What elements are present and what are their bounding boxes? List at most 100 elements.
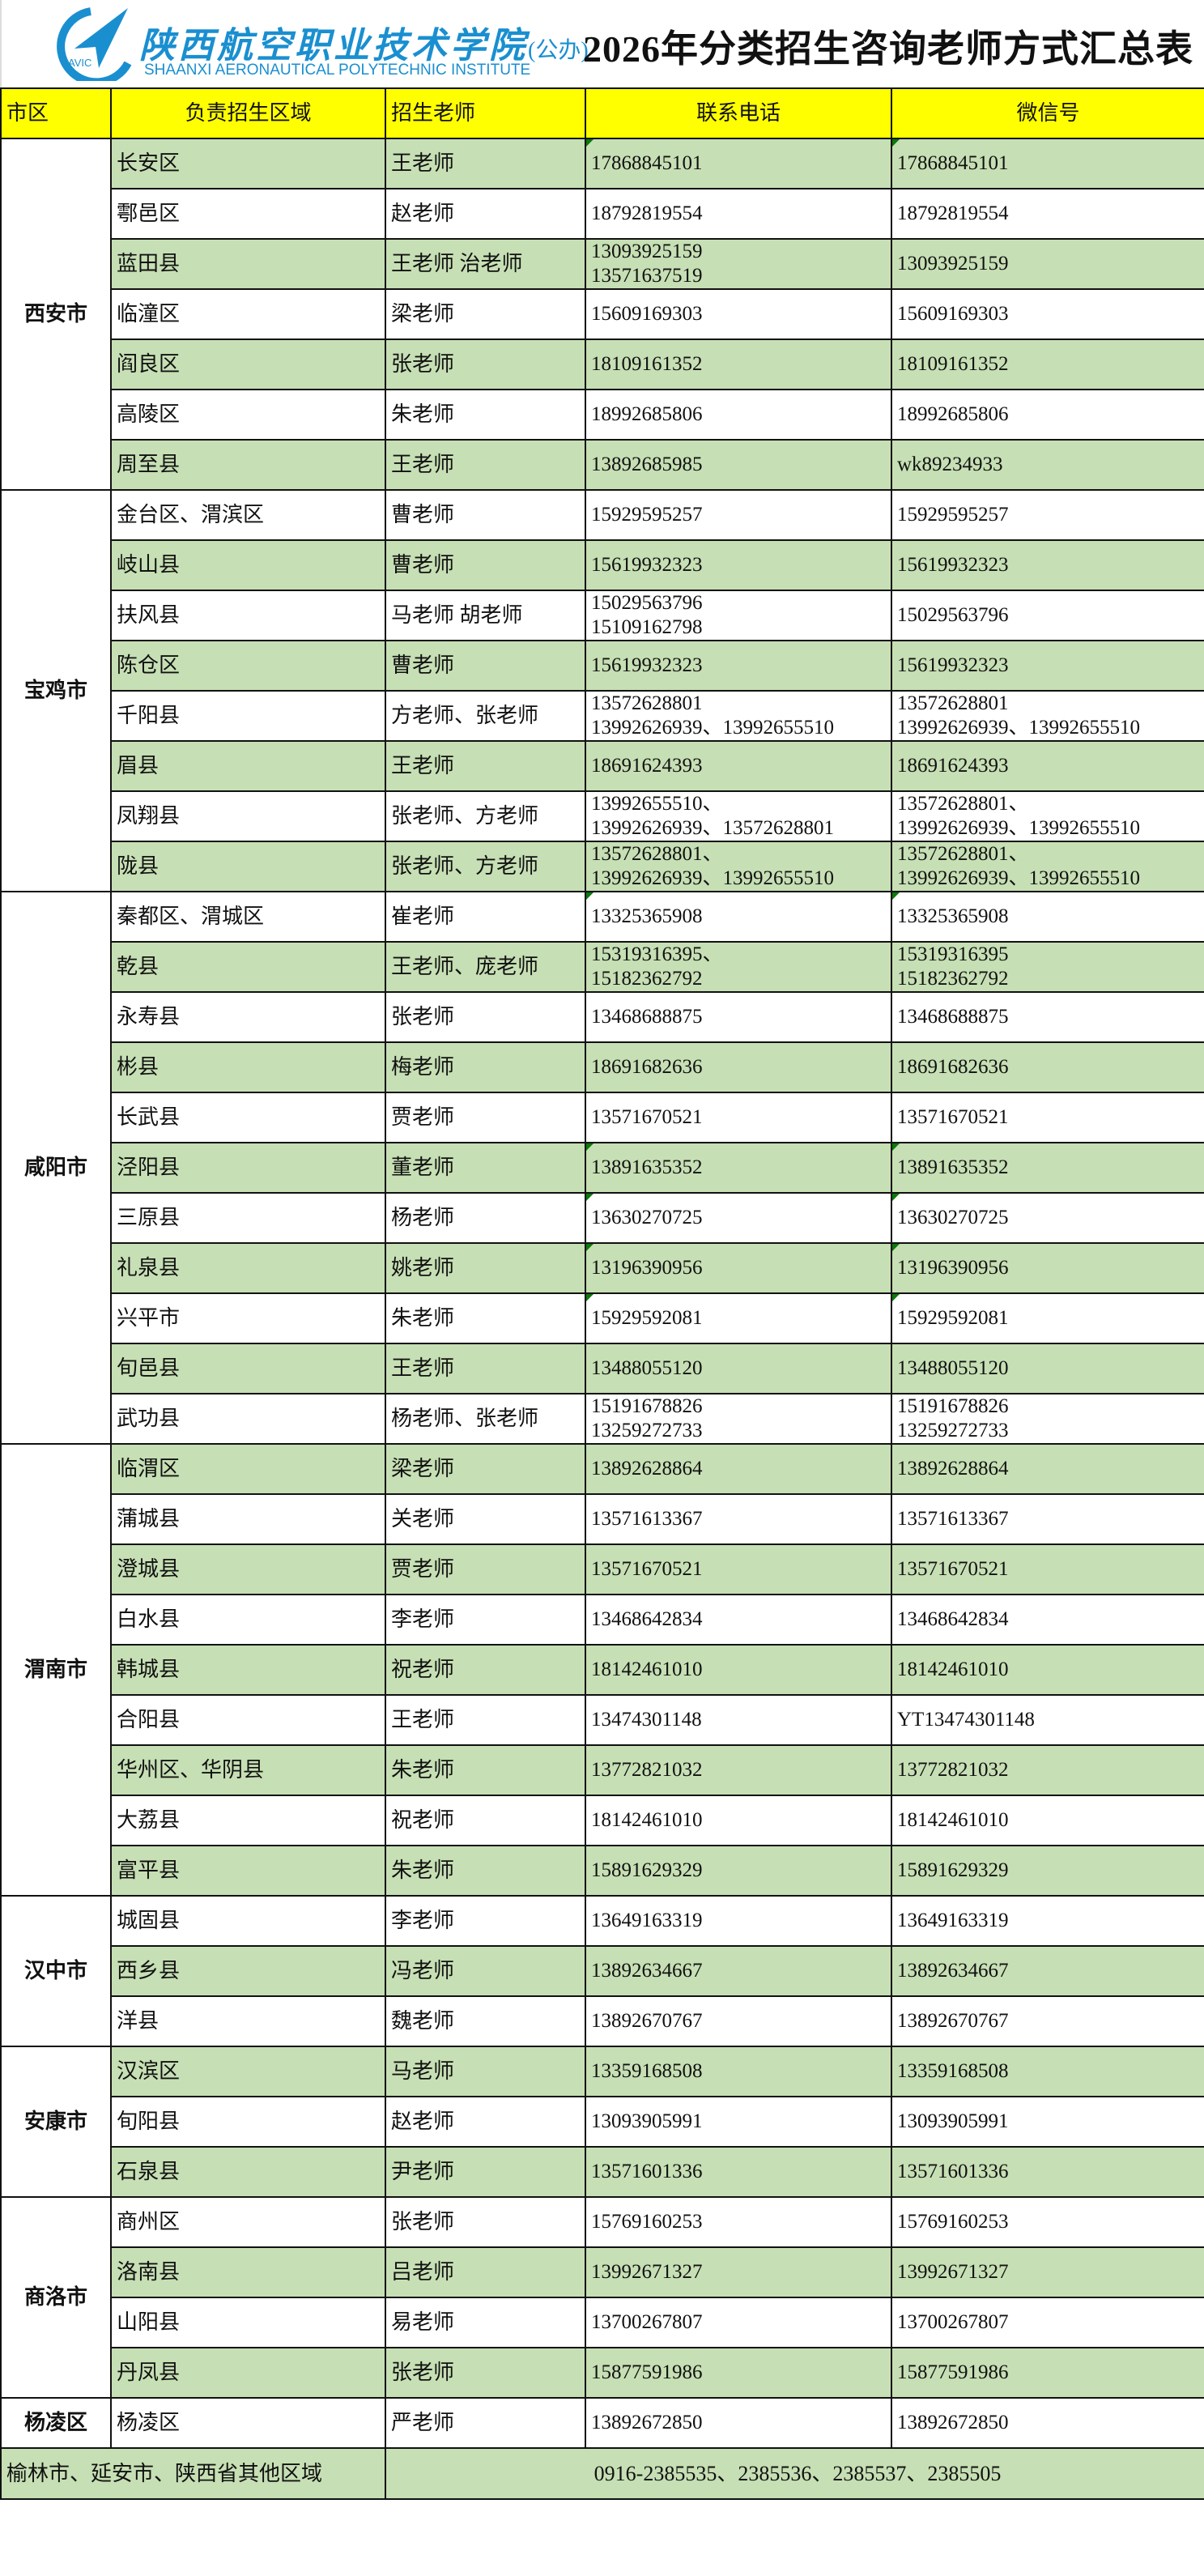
phone-cell-line: 15609169303 — [591, 303, 703, 325]
area-cell: 泾阳县 — [110, 1142, 386, 1194]
wechat-cell-line: 13093925159 — [897, 253, 1009, 275]
phone-cell-line: 13474301148 — [591, 1709, 702, 1731]
phone-cell-line: 13259272733 — [591, 1420, 703, 1441]
area-cell: 合阳县 — [110, 1694, 386, 1746]
phone-cell-line: 13571670521 — [591, 1106, 703, 1128]
table-row: 长武县 贾老师 13571670521 13571670521 — [1, 1092, 1204, 1143]
phone-cell-line: 13700267807 — [591, 2311, 703, 2333]
teacher-cell: 张老师 — [385, 991, 586, 1043]
city-cell: 西安市 — [0, 138, 112, 491]
area-cell: 西乡县 — [110, 1945, 386, 1997]
area-cell: 富平县 — [110, 1845, 386, 1897]
table-row: 西乡县 冯老师 13892634667 13892634667 — [1, 1945, 1204, 1997]
wechat-cell-line: 18142461010 — [897, 1809, 1009, 1831]
phone-cell-line: 15109162798 — [591, 616, 703, 638]
phone-cell-line: 15319316395、 — [591, 943, 723, 965]
wechat-cell-line: 13630270725 — [897, 1207, 1009, 1228]
wechat-cell-line: 15191678826 — [897, 1395, 1009, 1417]
phone-cell-line: 13772821032 — [591, 1759, 703, 1781]
area-cell: 千阳县 — [110, 690, 386, 742]
teacher-cell: 马老师 胡老师 — [385, 590, 586, 641]
wechat-cell: 13992671327 — [891, 2246, 1204, 2298]
header-phone: 联系电话 — [585, 87, 892, 139]
city-cell: 安康市 — [0, 2046, 112, 2198]
phone-cell-line: 15619932323 — [591, 654, 703, 676]
table-row: 彬县 梅老师 18691682636 18691682636 — [1, 1041, 1204, 1093]
wechat-cell: 18142461010 — [891, 1644, 1204, 1696]
phone-cell-line: 13649163319 — [591, 1910, 703, 1931]
teacher-cell: 赵老师 — [385, 2096, 586, 2148]
teacher-cell: 朱老师 — [385, 1744, 586, 1796]
phone-cell-line: 13992671327 — [591, 2261, 703, 2283]
phone-cell-line: 13572628801、 — [591, 843, 723, 865]
wechat-cell: 15029563796 — [891, 590, 1204, 641]
teacher-cell: 王老师 — [385, 138, 586, 189]
area-cell: 岐山县 — [110, 539, 386, 591]
phone-cell-line: 15182362792 — [591, 968, 703, 990]
teacher-cell: 曹老师 — [385, 640, 586, 692]
phone-cell: 13892670767 — [585, 1995, 892, 2047]
area-cell: 陇县 — [110, 841, 386, 892]
header-teacher: 招生老师 — [385, 87, 586, 139]
table-row: 永寿县 张老师 13468688875 13468688875 — [1, 991, 1204, 1043]
wechat-cell-line: 13772821032 — [897, 1759, 1009, 1781]
table-row: 澄城县 贾老师 13571670521 13571670521 — [1, 1543, 1204, 1595]
wechat-cell: 13892634667 — [891, 1945, 1204, 1997]
phone-cell-line: 13992655510、 — [591, 793, 723, 815]
teacher-cell: 魏老师 — [385, 1995, 586, 2047]
phone-cell-line: 13892628864 — [591, 1458, 703, 1480]
teacher-cell: 贾老师 — [385, 1543, 586, 1595]
wechat-cell-line: 13572628801、 — [897, 793, 1029, 815]
wechat-cell-line: 15029563796 — [897, 604, 1009, 626]
table-header-row: 市区 负责招生区域 招生老师 联系电话 微信号 — [0, 87, 1204, 139]
wechat-cell: 13572628801 13992626939、13992655510 — [891, 690, 1204, 742]
wechat-cell-line: 18992685806 — [897, 403, 1009, 425]
wechat-cell-line: 13992626939、13992655510 — [897, 867, 1141, 889]
table-row: 鄠邑区 赵老师 18792819554 18792819554 — [1, 188, 1204, 240]
teacher-cell: 易老师 — [385, 2297, 586, 2348]
phone-cell: 13700267807 — [585, 2297, 892, 2348]
wechat-cell-line: 15609169303 — [897, 303, 1009, 325]
phone-cell-line: 13468688875 — [591, 1006, 703, 1028]
teacher-cell: 朱老师 — [385, 1845, 586, 1897]
wechat-cell-line: 13468642834 — [897, 1608, 1009, 1630]
area-cell: 蒲城县 — [110, 1493, 386, 1545]
wechat-cell-line: 13649163319 — [897, 1910, 1009, 1931]
area-cell: 澄城县 — [110, 1543, 386, 1595]
phone-cell-line: 18142461010 — [591, 1658, 703, 1680]
phone-cell-line: 17868845101 — [591, 152, 703, 174]
table-row: 安康市 汉滨区 马老师 13359168508 13359168508 — [0, 2046, 1204, 2198]
school-name-cn: 陕西航空职业技术学院(公办) — [139, 26, 589, 66]
wechat-cell: 13196390956 — [891, 1242, 1204, 1294]
wechat-cell-line: 18792819554 — [897, 202, 1009, 224]
teacher-cell: 梁老师 — [385, 288, 586, 340]
wechat-cell-line: YT13474301148 — [897, 1709, 1035, 1731]
table-row: 阎良区 张老师 18109161352 18109161352 — [1, 338, 1204, 390]
table-row: 大荔县 祝老师 18142461010 18142461010 — [1, 1795, 1204, 1846]
phone-cell-line: 18691624393 — [591, 755, 703, 777]
phone-cell-line: 13630270725 — [591, 1207, 703, 1228]
wechat-cell-line: 13325365908 — [897, 905, 1009, 927]
area-cell: 永寿县 — [110, 991, 386, 1043]
phone-cell: 13571613367 — [585, 1493, 892, 1545]
phone-cell-line: 13196390956 — [591, 1257, 703, 1279]
phone-cell: 13992655510、 13992626939、13572628801 — [585, 790, 892, 842]
teacher-cell: 李老师 — [385, 1594, 586, 1646]
phone-cell: 13325365908 — [585, 891, 892, 943]
area-cell: 汉滨区 — [110, 2046, 386, 2097]
phone-cell-line: 18142461010 — [591, 1809, 703, 1831]
table-row: 白水县 李老师 13468642834 13468642834 — [1, 1594, 1204, 1646]
school-name-en: SHAANXI AERONAUTICAL POLYTECHNIC INSTITU… — [144, 62, 531, 79]
wechat-cell-line: wk89234933 — [897, 453, 1003, 475]
table-row: 丹凤县 张老师 15877591986 15877591986 — [1, 2347, 1204, 2399]
table-row: 眉县 王老师 18691624393 18691624393 — [1, 740, 1204, 792]
wechat-cell-line: 13571670521 — [897, 1558, 1009, 1580]
phone-cell: 15619932323 — [585, 640, 892, 692]
phone-cell: 15319316395、 15182362792 — [585, 941, 892, 993]
area-cell: 长武县 — [110, 1092, 386, 1143]
teacher-cell: 王老师 — [385, 740, 586, 792]
teacher-cell: 曹老师 — [385, 539, 586, 591]
table-row: 三原县 杨老师 13630270725 13630270725 — [1, 1192, 1204, 1244]
area-cell: 商州区 — [110, 2196, 386, 2248]
wechat-cell: 13325365908 — [891, 891, 1204, 943]
